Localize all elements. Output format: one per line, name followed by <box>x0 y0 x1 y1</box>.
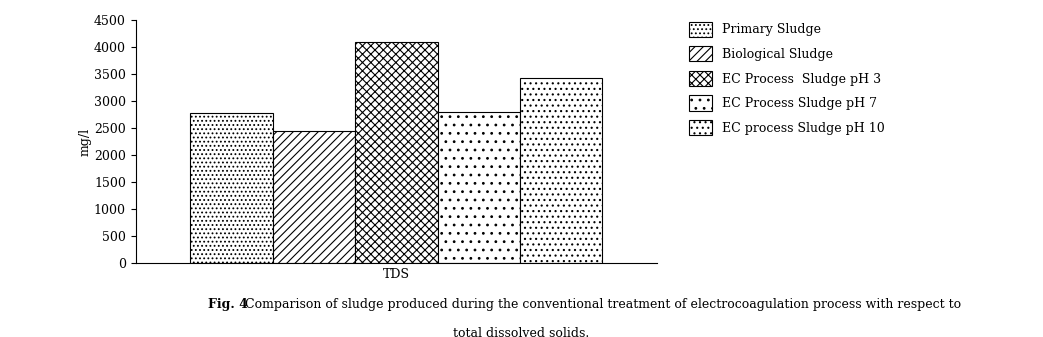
Text: total dissolved solids.: total dissolved solids. <box>454 327 589 337</box>
Bar <box>191 113 273 263</box>
Bar <box>437 112 519 263</box>
Bar <box>519 79 602 263</box>
Text: Comparison of sludge produced during the conventional treatment of electrocoagul: Comparison of sludge produced during the… <box>241 298 961 311</box>
Text: Fig. 4 Comparison of sludge produced during the conventional treatment of electr: Fig. 4 Comparison of sludge produced dur… <box>143 298 900 311</box>
Bar <box>273 131 356 263</box>
Text: Fig. 4: Fig. 4 <box>209 298 248 311</box>
Legend: Primary Sludge, Biological Sludge, EC Process  Sludge pH 3, EC Process Sludge pH: Primary Sludge, Biological Sludge, EC Pr… <box>689 22 884 135</box>
Bar <box>356 42 437 263</box>
Y-axis label: mg/l: mg/l <box>78 127 91 156</box>
